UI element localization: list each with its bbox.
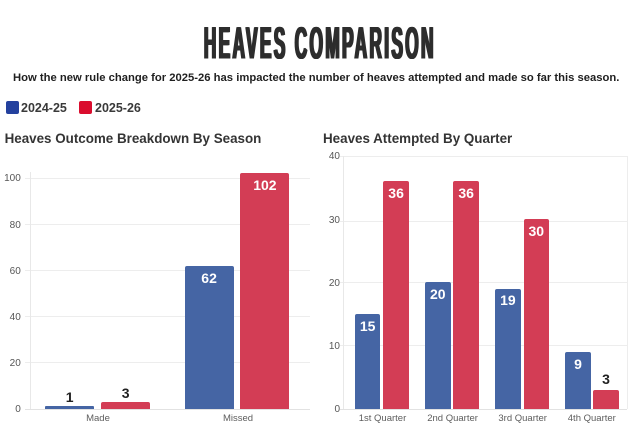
svg-text:HEAVES COMPARISON: HEAVES COMPARISON bbox=[204, 19, 436, 64]
svg-text:HEAVES COMPARISON: HEAVES COMPARISON bbox=[203, 19, 435, 64]
svg-text:HEAVES COMPARISON: HEAVES COMPARISON bbox=[204, 19, 436, 64]
svg-text:HEAVES COMPARISON: HEAVES COMPARISON bbox=[205, 19, 437, 64]
svg-text:HEAVES COMPARISON: HEAVES COMPARISON bbox=[203, 19, 435, 64]
